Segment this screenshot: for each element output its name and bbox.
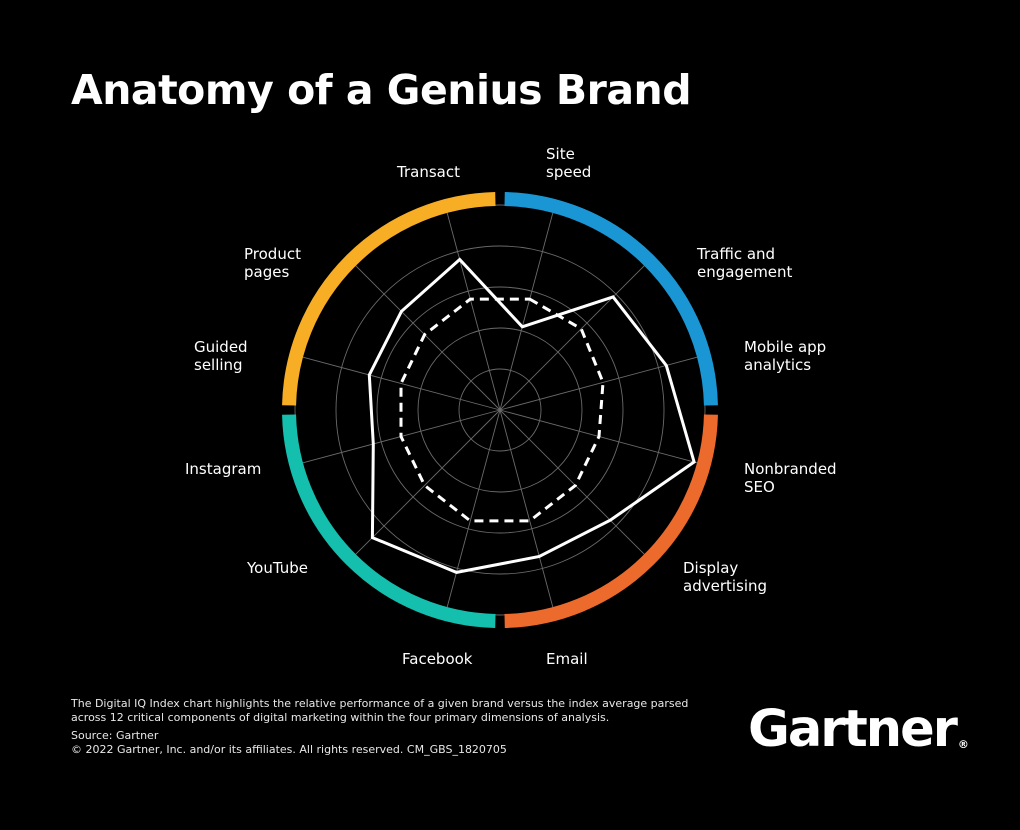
axis-label: Transact (397, 163, 460, 181)
axis-label: Site speed (546, 145, 591, 181)
footnote-copyright: © 2022 Gartner, Inc. and/or its affiliat… (71, 743, 507, 756)
grid-ring (376, 286, 624, 534)
axis-label-line: Traffic and (697, 245, 776, 263)
axis-label-line: Product (244, 245, 301, 263)
axis-spoke (301, 356, 501, 411)
axis-label-line: Transact (397, 163, 460, 181)
axis-label-line: Guided (194, 338, 248, 356)
grid-ring (458, 368, 542, 452)
axis-label: Email (546, 650, 588, 668)
axis-spoke (499, 409, 646, 556)
axis-label: Guided selling (194, 338, 248, 374)
axis-spoke (499, 409, 554, 609)
axis-spoke (446, 211, 501, 411)
axis-label-line: advertising (683, 577, 768, 595)
footnote-source: Source: Gartner (71, 729, 159, 742)
axis-spoke (354, 409, 501, 556)
grid-ring (335, 245, 665, 575)
index-average-line (399, 297, 605, 523)
axis-label-line: Site (546, 145, 575, 163)
footnote: The Digital IQ Index chart highlights th… (71, 697, 691, 757)
axis-label-line: SEO (744, 478, 775, 496)
axis-label: YouTube (247, 559, 308, 577)
axis-spoke (499, 356, 699, 411)
axis-label-line: selling (194, 356, 243, 374)
axis-spoke (446, 409, 501, 609)
registered-mark: ® (957, 738, 969, 751)
grid-ring (294, 204, 706, 616)
axis-label-line: Instagram (185, 460, 262, 478)
axis-label-line: Nonbranded (744, 460, 837, 478)
chart-title: Anatomy of a Genius Brand (71, 66, 692, 114)
axis-label: Nonbranded SEO (744, 460, 837, 496)
axis-label-line: pages (244, 263, 290, 281)
axis-label-line: analytics (744, 356, 812, 374)
axis-label-line: Display (683, 559, 739, 577)
axis-label: Mobile app analytics (744, 338, 826, 374)
dimension-arc-teal (282, 414, 496, 628)
axis-label: Traffic and engagement (697, 245, 792, 281)
axis-label-line: speed (546, 163, 592, 181)
grid-ring (417, 327, 583, 493)
axis-spoke (354, 264, 501, 411)
dimension-arc-yellow (282, 192, 496, 406)
axis-label-line: engagement (697, 263, 793, 281)
axis-label: Facebook (402, 650, 472, 668)
axis-spoke (499, 211, 554, 411)
axis-label: Instagram (185, 460, 261, 478)
axis-label-line: Email (546, 650, 588, 668)
axis-label: Product pages (244, 245, 301, 281)
footnote-description: The Digital IQ Index chart highlights th… (71, 697, 689, 724)
dimension-arc-orange (504, 414, 718, 628)
dimension-arc-blue (504, 192, 718, 406)
axis-label-line: YouTube (247, 559, 308, 577)
axis-label-line: Facebook (402, 650, 473, 668)
axis-label: Display advertising (683, 559, 767, 595)
axis-label-line: Mobile app (744, 338, 827, 356)
logo-text: Gartner (748, 700, 958, 759)
axis-spoke (499, 264, 646, 411)
gartner-logo: Gartner ® (748, 700, 969, 759)
brand-performance-line (367, 257, 696, 574)
